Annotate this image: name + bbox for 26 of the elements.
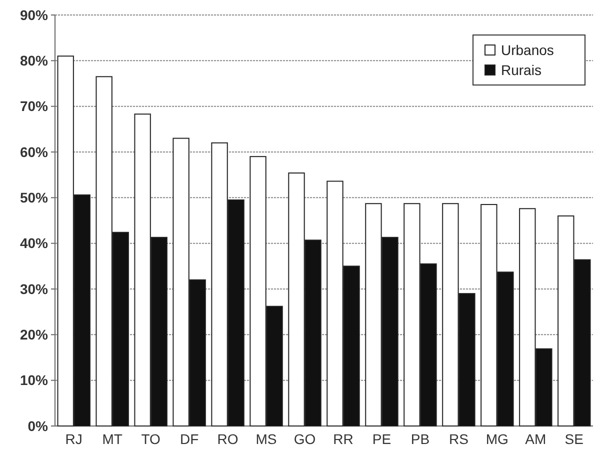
y-tick-label: 10% xyxy=(20,372,49,388)
x-tick-label: PB xyxy=(410,431,430,447)
y-tick-label: 40% xyxy=(20,235,49,252)
x-tick-label: MG xyxy=(486,431,508,447)
y-tick-label: 20% xyxy=(20,326,49,343)
x-tick-label: SE xyxy=(564,431,584,447)
x-tick-label: GO xyxy=(294,431,316,447)
x-tick-label: RO xyxy=(217,431,238,447)
x-tick-label: PE xyxy=(372,431,392,447)
x-tick-label: AM xyxy=(525,431,546,447)
x-tick-label: TO xyxy=(141,431,161,447)
y-tick-label: 30% xyxy=(20,280,49,297)
x-tick-label: RJ xyxy=(65,431,82,447)
y-tick-label: 80% xyxy=(20,52,49,69)
x-tick-label: RS xyxy=(448,431,468,447)
x-tick-label: RR xyxy=(333,431,354,447)
y-tick-label: 70% xyxy=(20,98,49,114)
x-tick-label: MT xyxy=(102,431,123,447)
legend-label: Urbanos xyxy=(501,42,554,58)
x-tick-label: MS xyxy=(256,431,277,447)
legend-label: Rurais xyxy=(501,62,542,78)
y-tick-label: 90% xyxy=(20,6,49,23)
y-tick-label: 0% xyxy=(28,418,49,434)
y-tick-label: 50% xyxy=(20,190,49,206)
y-tick-label: 60% xyxy=(20,144,49,160)
x-tick-label: DF xyxy=(180,431,199,447)
